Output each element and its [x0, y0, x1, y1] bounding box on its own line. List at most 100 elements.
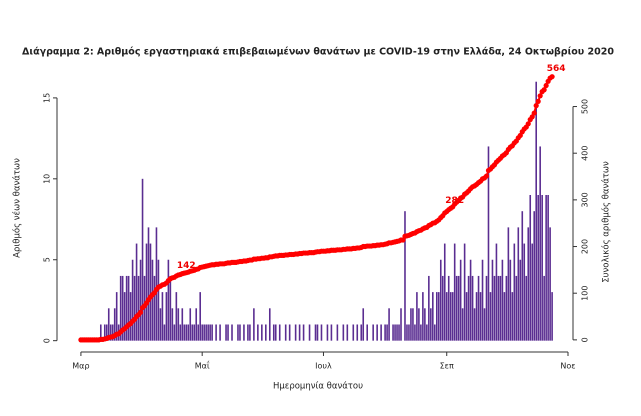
bar: [274, 324, 277, 341]
bar: [99, 324, 102, 341]
bar: [439, 259, 442, 341]
bar: [111, 324, 114, 341]
bar: [487, 146, 490, 341]
bar: [410, 308, 412, 341]
bar: [420, 324, 422, 341]
data-label: 564: [547, 64, 566, 74]
bar: [278, 324, 281, 341]
bar: [406, 324, 408, 341]
bar: [525, 275, 528, 341]
bar: [336, 324, 339, 341]
bar: [109, 324, 112, 341]
bar: [239, 324, 241, 341]
bar: [517, 227, 520, 341]
bar: [461, 308, 464, 341]
bar: [103, 324, 106, 341]
bar: [430, 308, 432, 341]
bar: [447, 275, 450, 341]
bar: [477, 275, 480, 341]
bar: [272, 324, 275, 341]
bar: [465, 292, 468, 341]
bar: [342, 324, 345, 341]
bar: [547, 195, 549, 341]
bar: [529, 195, 532, 341]
bar: [459, 259, 462, 341]
bar: [493, 275, 496, 341]
bar: [225, 324, 227, 341]
bar: [139, 259, 142, 341]
bar: [432, 292, 434, 341]
bar: [135, 243, 138, 341]
bar: [392, 324, 394, 341]
bar: [161, 292, 164, 341]
bar: [408, 324, 410, 341]
bar: [115, 292, 118, 341]
bar: [119, 275, 122, 341]
bar: [211, 324, 213, 341]
bar: [543, 275, 545, 341]
bar: [175, 292, 178, 341]
bar: [537, 195, 539, 341]
bar: [257, 324, 259, 341]
bar: [171, 308, 174, 341]
bar: [197, 324, 200, 341]
bar: [169, 275, 172, 341]
bar: [243, 324, 245, 341]
bar: [499, 275, 502, 341]
x-tick-label: Ιουλ: [315, 362, 332, 371]
bar: [435, 292, 438, 341]
bar: [398, 324, 400, 341]
bar: [193, 324, 196, 341]
cumulative-point: [483, 173, 490, 179]
cumulative-point: [533, 103, 539, 109]
bar: [147, 227, 150, 341]
bar: [181, 308, 184, 341]
bar: [183, 324, 186, 341]
bar: [372, 324, 374, 341]
bar: [137, 275, 140, 341]
bar: [187, 324, 190, 341]
bar: [428, 275, 430, 341]
y2-tick-label: 400: [581, 146, 590, 161]
bar: [284, 324, 287, 341]
bar: [167, 259, 170, 341]
bar: [209, 324, 211, 341]
y2-tick-label: 100: [581, 286, 590, 301]
bar: [549, 227, 551, 341]
bar: [541, 195, 543, 341]
bar: [308, 324, 311, 341]
bar: [519, 259, 522, 341]
y-tick-label: 0: [43, 338, 52, 343]
bar: [215, 324, 217, 341]
bar: [237, 324, 239, 341]
bar: [247, 324, 249, 341]
bar: [199, 292, 201, 341]
y2-tick-label: 500: [581, 99, 590, 114]
y-tick-label: 15: [43, 93, 52, 103]
bar: [191, 324, 194, 341]
bar: [195, 308, 198, 341]
bar: [376, 324, 378, 341]
cumulative-point: [541, 87, 547, 93]
bar: [326, 324, 329, 341]
bar: [513, 243, 516, 341]
bar: [394, 324, 396, 341]
cumulative-point: [543, 82, 549, 89]
bar: [179, 324, 182, 341]
bar: [469, 259, 472, 341]
cumulative-point: [137, 309, 144, 315]
bar: [455, 275, 458, 341]
y-axis-label: Αριθμός νέων θανάτων: [12, 158, 23, 258]
bar: [189, 308, 192, 341]
chart-title: Διάγραμμα 2: Αριθμός εργαστηριακά επιβεβ…: [22, 47, 614, 58]
bar: [153, 275, 156, 341]
bar: [453, 243, 456, 341]
bar: [105, 324, 108, 341]
bar: [288, 324, 291, 341]
bar: [141, 178, 144, 341]
bar: [485, 275, 488, 341]
bar: [523, 243, 526, 341]
bar: [426, 324, 428, 341]
x-tick-label: Σεπ: [440, 362, 454, 371]
